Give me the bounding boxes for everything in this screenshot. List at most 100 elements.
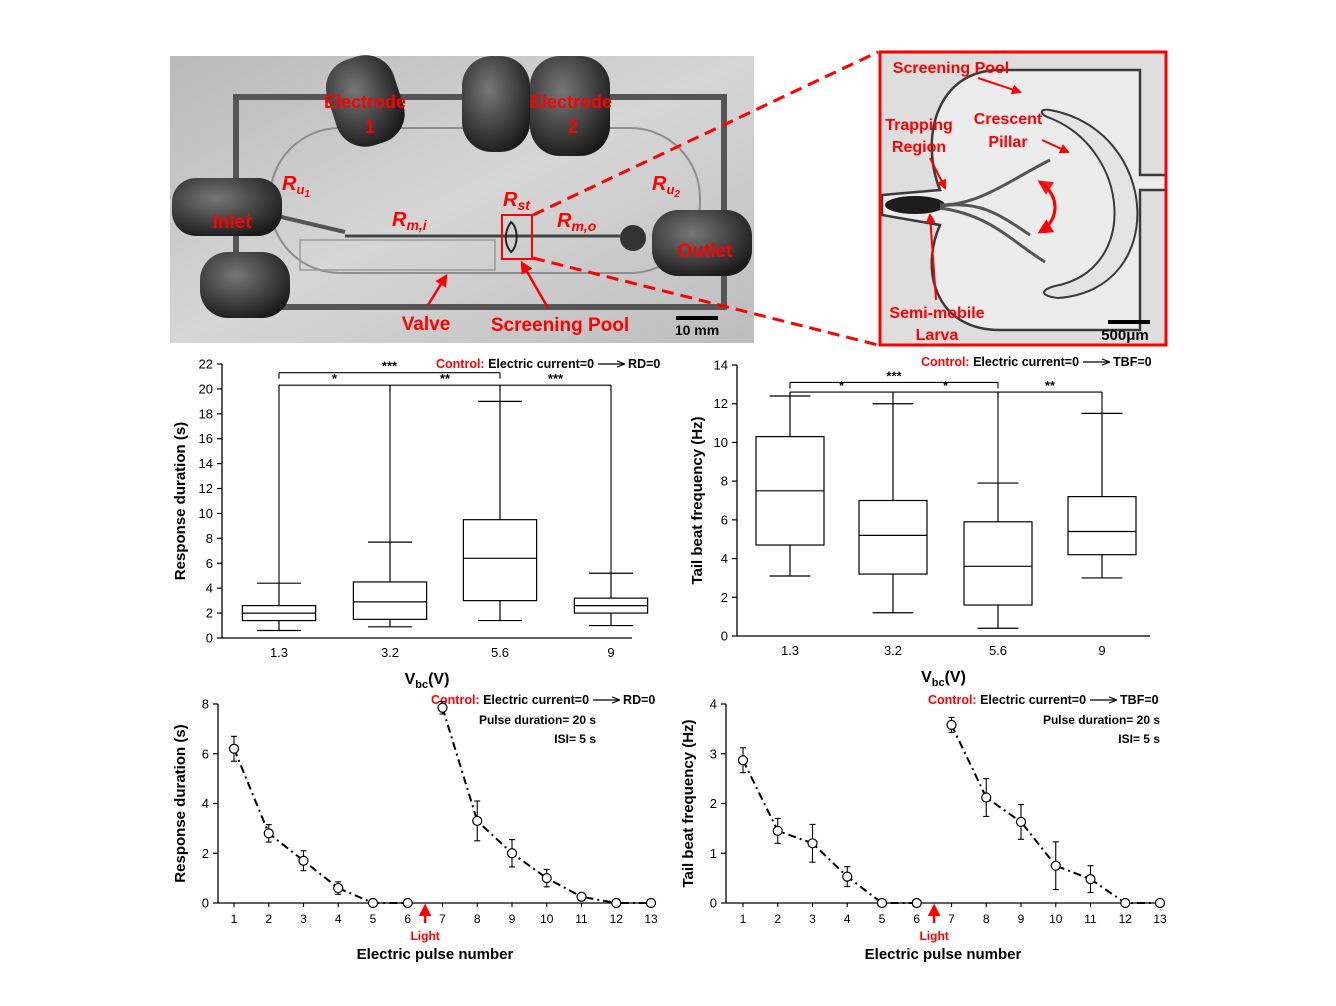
x-tick-label: 9: [1018, 912, 1025, 926]
outlet-connector: [652, 210, 752, 276]
device-photo: 10 mm Electrode 1 Electrode 2 Inlet Outl…: [170, 55, 754, 343]
data-point: [807, 838, 818, 849]
x-tick-label: 3.2: [884, 643, 902, 658]
control-legend: Control: Electric current=0: [436, 357, 594, 371]
electrode-2-connector-b: [530, 56, 610, 156]
y-tick-label: 20: [199, 381, 213, 396]
x-tick-label: 3: [300, 912, 307, 926]
x-tick-label: 4: [335, 912, 342, 926]
y-tick-label: 4: [710, 697, 717, 712]
zoom-photo: Screening Pool Trapping Region Crescent …: [878, 50, 1168, 347]
y-tick-label: 0: [202, 896, 209, 911]
y-tick-label: 10: [714, 435, 728, 450]
data-point: [576, 891, 587, 902]
screening-pool-arrow: [520, 260, 550, 309]
data-point: [946, 719, 957, 730]
x-tick-label: 7: [948, 912, 955, 926]
y-tick-label: 6: [721, 512, 728, 527]
x-tick-label: 12: [1119, 912, 1133, 926]
control-result: TBF=0: [1113, 355, 1152, 369]
electrode-1-label-line2: 1: [365, 117, 375, 137]
crescent-pillar-mini: [504, 220, 518, 254]
electrode-2-label-line1: Electrode: [530, 92, 612, 112]
control-legend: Control: Electric current=0: [431, 693, 589, 707]
semi-mobile-label-line1: Semi-mobile: [889, 305, 984, 322]
y-tick-label: 0: [721, 629, 728, 644]
chart-tail-beat-box: Control: Electric current=0 TBF=0 0 2 4 6 8 10 1…: [689, 355, 1152, 689]
crescent-pillar-label-line1: Crescent: [974, 111, 1043, 128]
data-point: [842, 871, 853, 882]
zoom-line-top: [532, 50, 879, 217]
significance-label: **: [440, 371, 451, 386]
trapping-region-label-line2: Region: [892, 139, 946, 156]
x-tick-label: 5.6: [989, 643, 1007, 658]
crescent-pillar-arrow: [1041, 139, 1070, 154]
data-point: [1050, 860, 1061, 871]
y-tick-label: 4: [202, 796, 209, 811]
x-tick-label: 10: [540, 912, 554, 926]
x-tick-label: 3: [809, 912, 816, 926]
y-tick-label: 4: [721, 551, 728, 566]
data-point: [1085, 874, 1096, 885]
y-tick-label: 12: [714, 396, 728, 411]
x-tick-label: 10: [1049, 912, 1063, 926]
y-tick-label: 2: [206, 606, 213, 621]
y-tick-label: 2: [721, 590, 728, 605]
control-result: RD=0: [628, 357, 660, 371]
x-tick-label: 6: [404, 912, 411, 926]
significance-label: *: [332, 371, 338, 386]
scale-label-500um: 500μm: [1101, 327, 1149, 344]
control-legend: Control: Electric current=0: [928, 693, 1086, 707]
screening-pool-highlight: [501, 214, 533, 260]
zoom-line-bottom: [532, 256, 879, 347]
larva-tail: [939, 158, 1051, 264]
x-tick-label: 1: [231, 912, 238, 926]
electrode-1-connector: [325, 55, 405, 147]
x-tick-label: 8: [983, 912, 990, 926]
trapping-region-label-line1: Trapping: [885, 117, 953, 134]
data-point: [645, 897, 657, 909]
chart-response-duration-pulses: Control: Electric current=0 RD=0 Pulse dur…: [172, 693, 658, 963]
data-point: [437, 702, 448, 713]
y-tick-label: 10: [199, 506, 213, 521]
data-point: [506, 848, 518, 859]
electrode-1-label-line1: Electrode: [324, 92, 406, 112]
box-iqr: [963, 521, 1033, 606]
x-tick-label: 9: [509, 912, 516, 926]
larva-head: [885, 196, 945, 214]
data-point: [402, 897, 413, 909]
y-tick-label: 2: [710, 796, 717, 811]
valve-channel: [299, 239, 496, 271]
y-tick-label: 22: [199, 357, 213, 372]
data-point: [228, 743, 240, 754]
light-label: Light: [410, 929, 439, 943]
data-point: [611, 897, 622, 909]
x-tick-label: 13: [1153, 912, 1167, 926]
x-tick-label: 6: [913, 912, 920, 926]
y-axis-title: Response duration (s): [172, 422, 189, 580]
control-result: RD=0: [623, 693, 655, 707]
data-point: [367, 897, 379, 909]
x-tick-label: 5.6: [491, 645, 509, 660]
trapping-region-arrow: [929, 157, 946, 190]
chart-response-duration-box: Control: Electric current=0 RD=0 0 2 4 6 8 10 12…: [172, 357, 660, 692]
zoom-photo-frame: [878, 50, 1168, 347]
y-axis-title: Tail beat frequency (Hz): [680, 719, 697, 887]
series-line: [742, 759, 917, 904]
data-point: [911, 897, 922, 909]
y-tick-label: 1: [710, 846, 717, 861]
electrode-2-label-line2: 2: [568, 117, 578, 137]
chart-tail-beat-pulses: Control: Electric current=0 TBF=0 Pulse du…: [680, 693, 1167, 963]
y-tick-label: 18: [199, 406, 213, 421]
x-tick-label: 5: [879, 912, 886, 926]
x-tick-label: 2: [774, 912, 781, 926]
x-tick-label: 5: [370, 912, 377, 926]
data-point: [1015, 816, 1027, 828]
y-axis-title: Response duration (s): [172, 724, 189, 882]
chart-note: Pulse duration= 20 s: [479, 713, 596, 727]
significance-label: ***: [382, 359, 398, 374]
semi-mobile-arrow: [925, 213, 937, 301]
rst-label: Rst: [503, 189, 531, 213]
data-point: [333, 882, 344, 894]
